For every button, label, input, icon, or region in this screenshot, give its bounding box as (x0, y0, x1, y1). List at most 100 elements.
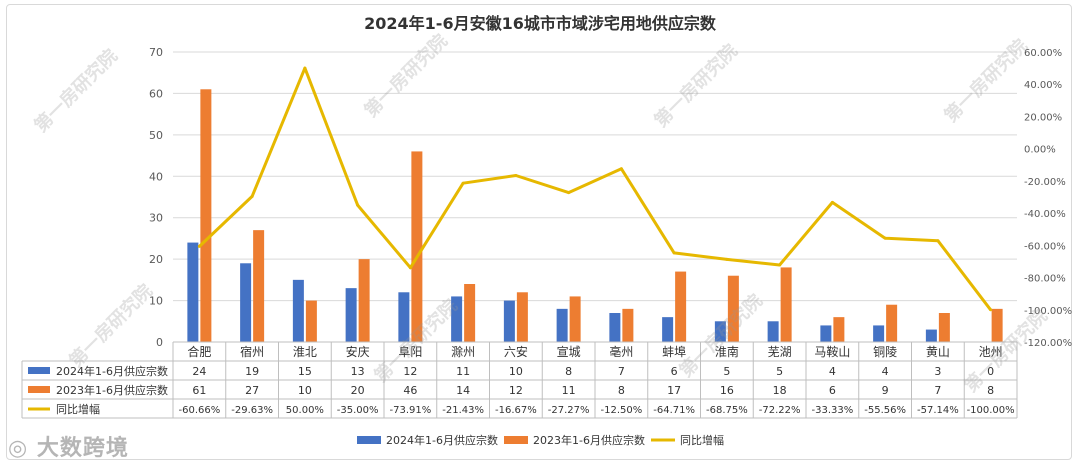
table-cell: 5 (776, 365, 783, 378)
yoy-point (356, 203, 360, 207)
table-cell: 11 (456, 365, 470, 378)
chart-title: 2024年1-6月安徽16城市市域涉宅用地供应宗数 (364, 14, 717, 33)
yoy-point (672, 251, 676, 255)
table-cell: -16.67% (495, 405, 537, 416)
table-cell: 10 (509, 365, 523, 378)
left-tick-label: 10 (149, 295, 163, 308)
left-tick-label: 30 (149, 212, 163, 225)
table-cell: -55.56% (864, 405, 906, 416)
legend-label: 2023年1-6月供应宗数 (533, 433, 645, 447)
legend-label: 同比增幅 (680, 433, 724, 447)
bar-2024 (609, 313, 621, 342)
bar-2023 (464, 284, 476, 342)
table-cell: 8 (565, 365, 572, 378)
category-label: 淮南 (715, 344, 739, 359)
category-label: 芜湖 (768, 344, 792, 359)
yoy-line (198, 66, 992, 311)
bar-2024 (187, 242, 199, 342)
watermark: 第一房研究院 (940, 35, 1032, 127)
table-cell: 6 (671, 365, 678, 378)
bar-2024 (925, 329, 937, 342)
yoy-point (989, 308, 993, 312)
table-cell: 8 (618, 384, 625, 397)
table-row-label: 2023年1-6月供应宗数 (56, 383, 168, 397)
bar-2023 (200, 89, 212, 343)
table-cell: -60.66% (179, 405, 221, 416)
right-tick-label: -40.00% (1024, 209, 1066, 220)
bar-2023 (253, 230, 265, 342)
table-cell: 7 (618, 365, 625, 378)
table-cell: 27 (245, 384, 259, 397)
right-tick-label: 20.00% (1024, 112, 1062, 123)
brand-text: 大数跨境 (36, 436, 129, 461)
bar-2023 (622, 308, 634, 342)
left-tick-label: 20 (149, 253, 163, 266)
yoy-point (936, 239, 940, 243)
bar-2023 (358, 259, 370, 342)
table-cell: 0 (987, 365, 994, 378)
bar-2024 (451, 296, 463, 342)
table-cell: 6 (829, 384, 836, 397)
table-cell: 14 (456, 384, 470, 397)
bar-2024 (240, 263, 252, 342)
bar-2023 (569, 296, 581, 342)
left-tick-label: 50 (149, 129, 163, 142)
table-cell: 3 (934, 365, 941, 378)
table-cell: 5 (723, 365, 730, 378)
category-label: 滁州 (451, 344, 475, 359)
category-label: 合肥 (187, 344, 211, 359)
table-cell: 11 (562, 384, 576, 397)
right-tick-label: 40.00% (1024, 80, 1062, 91)
table-cell: -33.33% (812, 405, 854, 416)
category-label: 蚌埠 (662, 345, 686, 359)
watermark: 第一房研究院 (650, 40, 742, 132)
table-cell: -57.14% (917, 405, 959, 416)
bar-2024 (556, 308, 568, 342)
bar-2024 (292, 279, 304, 342)
table-cell: 50.00% (286, 405, 324, 416)
table-cell: 8 (987, 384, 994, 397)
watermark: 第一房研究院 (960, 305, 1052, 397)
table-cell: 12 (403, 365, 417, 378)
bar-2023 (516, 292, 528, 342)
category-label: 宿州 (240, 344, 264, 359)
table-cell: -68.75% (706, 405, 748, 416)
yoy-point (830, 200, 834, 204)
table-cell: -35.00% (337, 405, 379, 416)
bar-2023 (675, 271, 687, 342)
table-cell: 18 (773, 384, 787, 397)
table-cell: 15 (298, 365, 312, 378)
legend-key (504, 436, 528, 444)
right-tick-label: -60.00% (1024, 241, 1066, 252)
chart-frame (6, 4, 1072, 460)
table-cell: 4 (829, 365, 836, 378)
watermark: 第一房研究院 (360, 30, 452, 122)
table-cell: 19 (245, 365, 259, 378)
category-label: 马鞍山 (814, 344, 850, 359)
left-tick-label: 70 (149, 46, 163, 59)
table-cell: 13 (351, 365, 365, 378)
right-tick-label: -100.00% (1024, 306, 1072, 317)
yoy-point (461, 181, 465, 185)
yoy-point (197, 244, 201, 248)
bar-2023 (938, 313, 950, 342)
category-label: 池州 (979, 345, 1003, 359)
table-cell: 20 (351, 384, 365, 397)
table-cell: 16 (720, 384, 734, 397)
table-row-label: 同比增幅 (56, 402, 100, 416)
bar-2023 (411, 151, 423, 342)
right-tick-label: -20.00% (1024, 177, 1066, 188)
yoy-point (250, 194, 254, 198)
table-cell: -12.50% (601, 405, 643, 416)
bar-2024 (767, 321, 779, 342)
table-cell: 17 (667, 384, 681, 397)
yoy-point (883, 236, 887, 240)
table-cell: 61 (192, 384, 206, 397)
bar-2023 (991, 308, 1003, 342)
bar-2023 (780, 267, 792, 342)
legend-label: 2024年1-6月供应宗数 (386, 433, 498, 447)
category-label: 黄山 (926, 345, 950, 359)
bar-2024 (662, 317, 674, 342)
yoy-point (408, 266, 412, 270)
table-cell: -73.91% (390, 405, 432, 416)
